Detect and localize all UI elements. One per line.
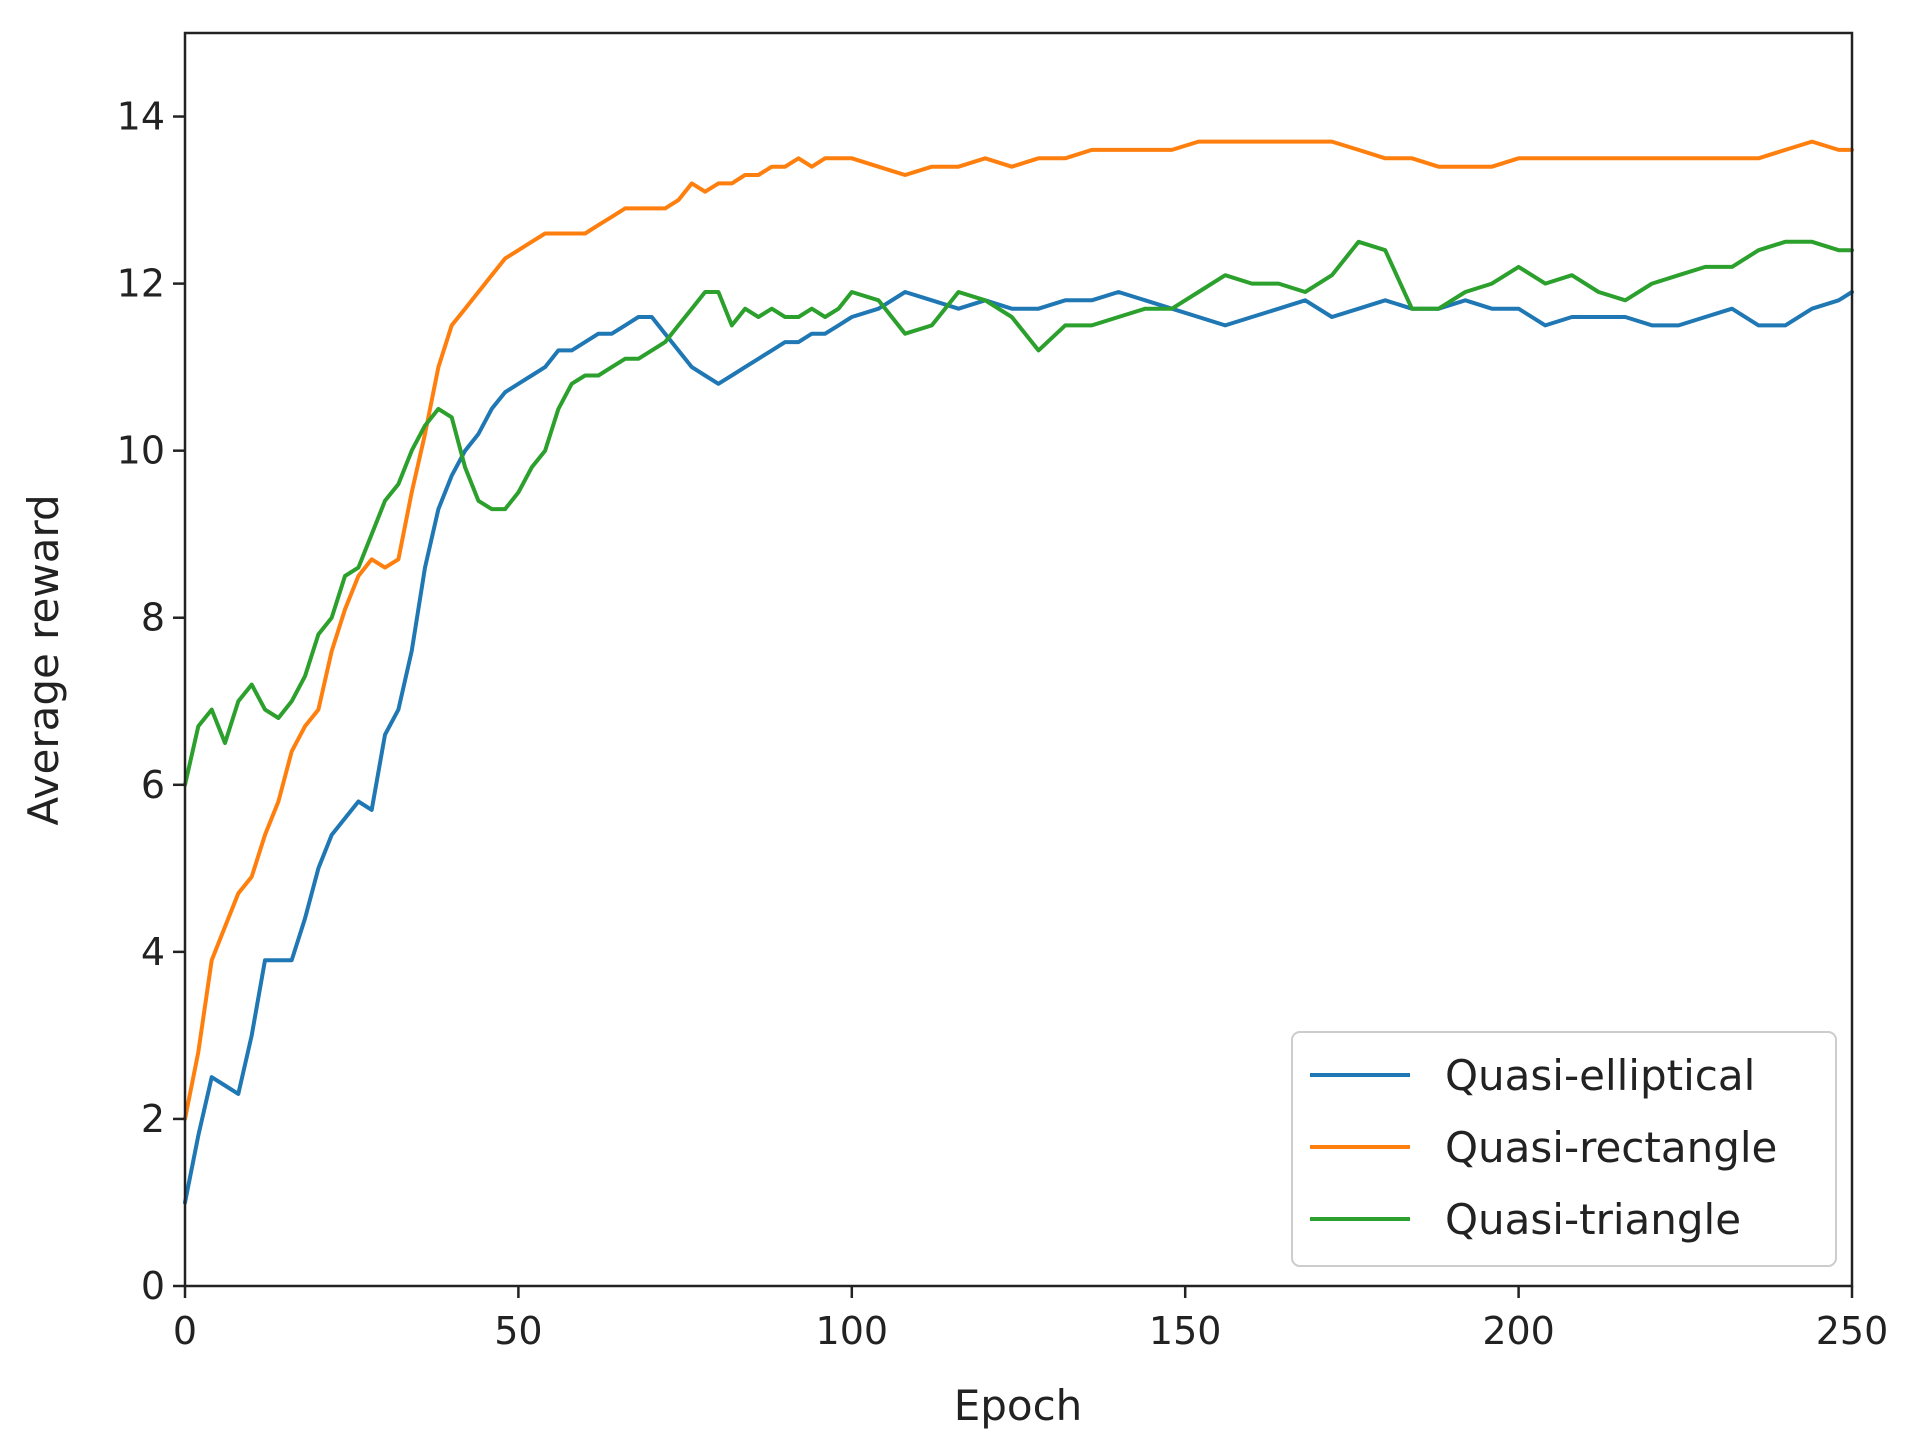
x-tick-label: 50 (494, 1309, 542, 1353)
y-tick-label: 4 (141, 930, 165, 974)
y-tick-label: 6 (141, 763, 165, 807)
series-line-quasi-triangle (183, 239, 1854, 787)
y-tick-label: 8 (141, 596, 165, 640)
legend-label-quasi-triangle: Quasi-triangle (1445, 1195, 1741, 1244)
y-tick-label: 14 (117, 95, 165, 139)
legend: Quasi-elliptical Quasi-rectangle Quasi-t… (1291, 1031, 1837, 1267)
y-tick-label: 2 (141, 1097, 165, 1141)
x-tick-label: 150 (1149, 1309, 1222, 1353)
x-tick-label: 200 (1482, 1309, 1555, 1353)
y-tick-label: 12 (117, 262, 165, 306)
y-tick-label: 10 (117, 429, 165, 473)
legend-label-quasi-rectangle: Quasi-rectangle (1445, 1123, 1777, 1172)
x-tick-label: 100 (816, 1309, 889, 1353)
series-line-quasi-elliptical (183, 290, 1854, 1205)
y-axis-title: Average reward (19, 494, 68, 825)
y-tick-label: 0 (141, 1264, 165, 1308)
x-axis-title: Epoch (954, 1381, 1083, 1430)
x-tick-label: 250 (1816, 1309, 1889, 1353)
plot-lines (183, 139, 1854, 1205)
legend-box (1291, 1031, 1837, 1267)
plot-frame (183, 31, 1854, 1288)
y-axis-ticks: 0 2 4 6 8 10 12 14 (117, 95, 185, 1308)
legend-label-quasi-elliptical: Quasi-elliptical (1445, 1051, 1755, 1100)
x-axis-ticks: 0 50 100 150 200 250 (173, 1286, 1888, 1353)
x-tick-label: 0 (173, 1309, 197, 1353)
series-line-quasi-rectangle (183, 139, 1854, 1121)
